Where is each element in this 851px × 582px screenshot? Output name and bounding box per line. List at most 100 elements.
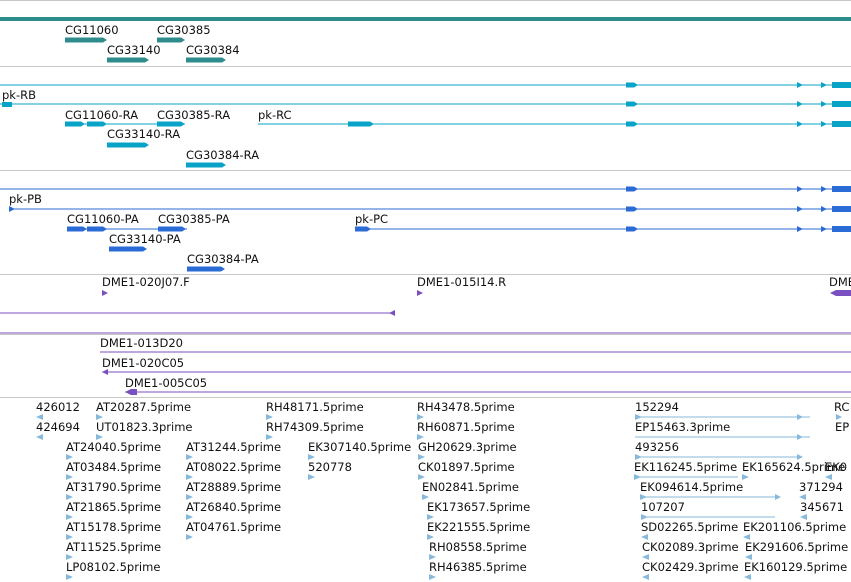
clone-end-marker <box>830 290 851 296</box>
gene-label-cg30385[interactable]: CG30385 <box>157 23 211 37</box>
est-marker <box>745 554 752 560</box>
clone-end-label[interactable]: DME1-015I14.R <box>417 275 507 289</box>
arrow-right-icon <box>797 454 803 460</box>
arrow-right-icon <box>821 82 827 88</box>
est-label[interactable]: 371294 <box>799 480 843 494</box>
est-label[interactable]: AT04761.5prime <box>186 520 282 534</box>
est-label[interactable]: RC <box>834 400 850 414</box>
est-label[interactable]: 426012 <box>36 400 80 414</box>
est-label[interactable]: EP15463.3prime <box>635 420 731 434</box>
arrow-right-icon <box>797 414 803 420</box>
est-label[interactable]: AT11525.5prime <box>66 540 162 554</box>
est-marker <box>417 434 424 440</box>
est-label[interactable]: EK165624.5prime <box>742 460 846 474</box>
est-label[interactable]: RH08558.5prime <box>429 540 527 554</box>
est-label[interactable]: 520778 <box>308 460 352 474</box>
est-label[interactable]: AT21865.5prime <box>66 500 162 514</box>
est-marker <box>641 514 648 520</box>
transcript-label-cg33140-ra[interactable]: CG33140-RA <box>107 127 181 141</box>
transcript-label-pk-rc[interactable]: pk-RC <box>258 108 292 122</box>
est-label[interactable]: AT28889.5prime <box>186 480 282 494</box>
est-marker <box>422 494 429 500</box>
protein-label-cg30385-pa[interactable]: CG30385-PA <box>158 212 230 226</box>
est-label[interactable]: EK173657.5prime <box>427 500 531 514</box>
est-label[interactable]: AT20287.5prime <box>96 400 192 414</box>
gene-label-cg33140[interactable]: CG33140 <box>107 43 161 57</box>
est-label[interactable]: EP <box>835 420 850 434</box>
clone-label[interactable]: DME1-020C05 <box>102 356 185 370</box>
est-label[interactable]: AT26840.5prime <box>186 500 282 514</box>
est-label[interactable]: AT03484.5prime <box>66 460 162 474</box>
protein-label-cg33140-pa[interactable]: CG33140-PA <box>109 232 181 246</box>
exon-arrow-block <box>367 226 371 232</box>
est-label[interactable]: EK201106.5prime <box>743 520 847 534</box>
arrow-right-icon <box>821 121 827 127</box>
est-label[interactable]: CK02429.3prime <box>642 560 739 574</box>
est-label[interactable]: EK116245.5prime <box>634 460 738 474</box>
gene-label-cg30384[interactable]: CG30384 <box>186 43 240 57</box>
clone-label[interactable]: DME1-005C05 <box>125 376 208 390</box>
est-label[interactable]: EK307140.5prime <box>308 440 412 454</box>
transcript-label-cg11060-ra[interactable]: CG11060-RA <box>65 108 139 122</box>
est-label[interactable]: AT15178.5prime <box>66 520 162 534</box>
est-marker <box>36 414 43 420</box>
transcript-label-pk-rb[interactable]: pk-RB <box>2 88 36 102</box>
est-marker <box>66 574 73 580</box>
arrow-right-icon <box>797 82 803 88</box>
exon-block <box>626 121 634 127</box>
est-label[interactable]: RH60871.5prime <box>417 420 515 434</box>
exon-block <box>626 82 634 88</box>
est-label[interactable]: RH48171.5prime <box>266 400 364 414</box>
est-label[interactable]: AT08022.5prime <box>186 460 282 474</box>
est-label[interactable]: RH74309.5prime <box>266 420 364 434</box>
arrow-right-icon <box>821 226 827 232</box>
gene-label-cg11060[interactable]: CG11060 <box>65 23 119 37</box>
est-label[interactable]: CK02089.3prime <box>642 540 739 554</box>
est-marker <box>800 514 807 520</box>
exon-block <box>67 226 83 232</box>
protein-label-pk-pc[interactable]: pk-PC <box>355 212 389 226</box>
est-label[interactable]: 345671 <box>800 500 844 514</box>
est-label[interactable]: EK291606.5prime <box>745 540 849 554</box>
est-label[interactable]: 493256 <box>635 440 679 454</box>
protein-label-pk-pb[interactable]: pk-PB <box>9 192 42 206</box>
est-marker <box>308 454 315 460</box>
exon-arrow-block <box>634 121 638 127</box>
est-marker <box>36 434 43 440</box>
arrow-right-icon <box>821 186 827 192</box>
est-label[interactable]: 152294 <box>635 400 679 414</box>
arrow-right-icon <box>821 101 827 107</box>
est-label[interactable]: 107207 <box>641 500 685 514</box>
est-marker <box>418 454 425 460</box>
clone-end-label[interactable]: DME <box>829 275 851 289</box>
est-label[interactable]: EK160129.5prime <box>744 560 848 574</box>
exon-block <box>107 142 145 148</box>
est-label[interactable]: EK221555.5prime <box>427 520 531 534</box>
est-label[interactable]: AT31790.5prime <box>66 480 162 494</box>
est-marker <box>635 454 642 460</box>
protein-label-cg30384-pa[interactable]: CG30384-PA <box>187 252 259 266</box>
exon-block <box>2 102 12 107</box>
est-label[interactable]: AT24040.5prime <box>66 440 162 454</box>
transcript-label-cg30384-ra[interactable]: CG30384-RA <box>186 148 260 162</box>
exon-block <box>626 186 634 192</box>
est-marker <box>66 554 73 560</box>
est-label[interactable]: GH20629.3prime <box>418 440 517 454</box>
est-label[interactable]: EK094614.5prime <box>640 480 744 494</box>
clone-end-label[interactable]: DME1-020J07.F <box>102 275 190 289</box>
est-label[interactable]: RH46385.5prime <box>429 560 527 574</box>
protein-label-cg11060-pa[interactable]: CG11060-PA <box>67 212 139 226</box>
est-label[interactable]: 424694 <box>36 420 80 434</box>
transcript-label-cg30385-ra[interactable]: CG30385-RA <box>157 108 231 122</box>
est-marker <box>742 474 749 480</box>
est-label[interactable]: UT01823.3prime <box>96 420 193 434</box>
est-label[interactable]: SD02265.5prime <box>641 520 739 534</box>
est-label[interactable]: EK0 <box>825 460 848 474</box>
est-label[interactable]: RH43478.5prime <box>417 400 515 414</box>
est-label[interactable]: AT31244.5prime <box>186 440 282 454</box>
est-label[interactable]: LP08102.5prime <box>66 560 161 574</box>
clone-label[interactable]: DME1-013D20 <box>100 336 183 350</box>
est-label[interactable]: EN02841.5prime <box>422 480 519 494</box>
est-marker <box>66 514 73 520</box>
est-label[interactable]: CK01897.5prime <box>418 460 515 474</box>
